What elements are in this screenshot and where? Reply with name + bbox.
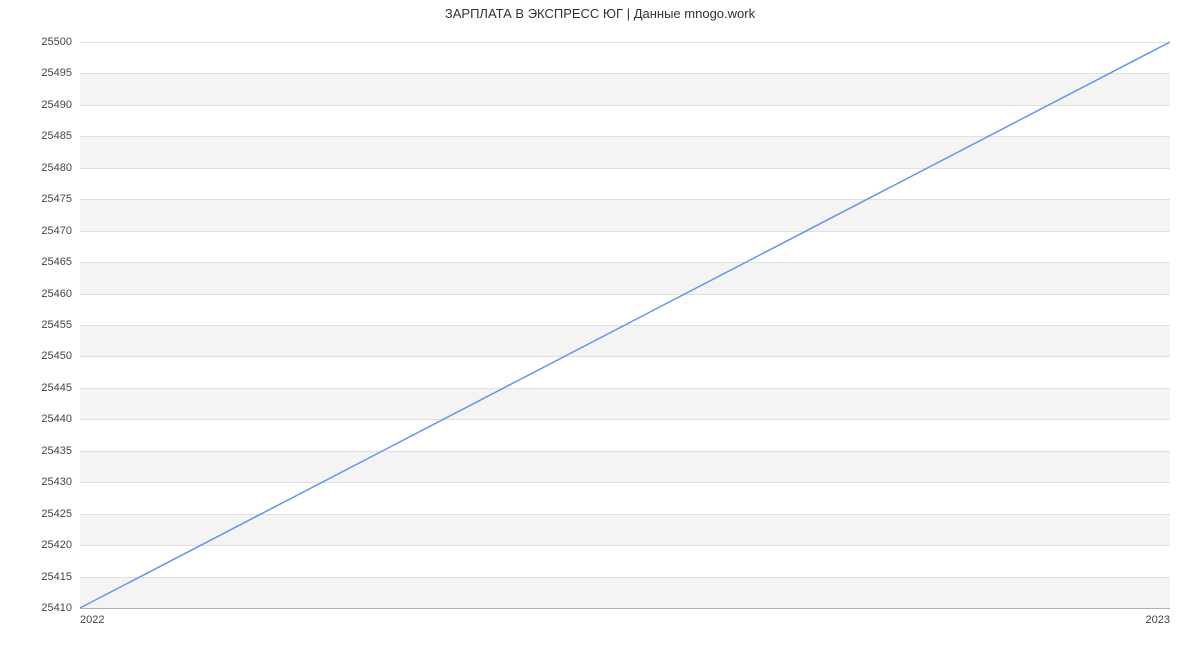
series-path: [80, 42, 1170, 608]
y-tick-label: 25425: [30, 508, 72, 520]
y-tick-label: 25500: [30, 36, 72, 48]
y-tick-label: 25430: [30, 476, 72, 488]
x-tick-label: 2023: [1140, 614, 1170, 626]
salary-chart: ЗАРПЛАТА В ЭКСПРЕСС ЮГ | Данные mnogo.wo…: [0, 0, 1200, 650]
x-tick-label: 2022: [80, 614, 104, 626]
y-tick-label: 25495: [30, 67, 72, 79]
y-tick-label: 25410: [30, 602, 72, 614]
y-tick-label: 25470: [30, 225, 72, 237]
y-tick-label: 25490: [30, 99, 72, 111]
y-tick-label: 25450: [30, 350, 72, 362]
y-tick-label: 25455: [30, 319, 72, 331]
y-tick-label: 25435: [30, 445, 72, 457]
x-axis-line: [80, 608, 1170, 609]
y-tick-label: 25465: [30, 256, 72, 268]
series-line: [80, 42, 1170, 608]
y-tick-label: 25440: [30, 413, 72, 425]
plot-area: 2541025415254202542525430254352544025445…: [80, 42, 1170, 608]
y-tick-label: 25475: [30, 193, 72, 205]
y-tick-label: 25480: [30, 162, 72, 174]
y-tick-label: 25485: [30, 130, 72, 142]
y-tick-label: 25415: [30, 571, 72, 583]
y-tick-label: 25460: [30, 288, 72, 300]
y-tick-label: 25420: [30, 539, 72, 551]
chart-title: ЗАРПЛАТА В ЭКСПРЕСС ЮГ | Данные mnogo.wo…: [0, 6, 1200, 21]
y-tick-label: 25445: [30, 382, 72, 394]
